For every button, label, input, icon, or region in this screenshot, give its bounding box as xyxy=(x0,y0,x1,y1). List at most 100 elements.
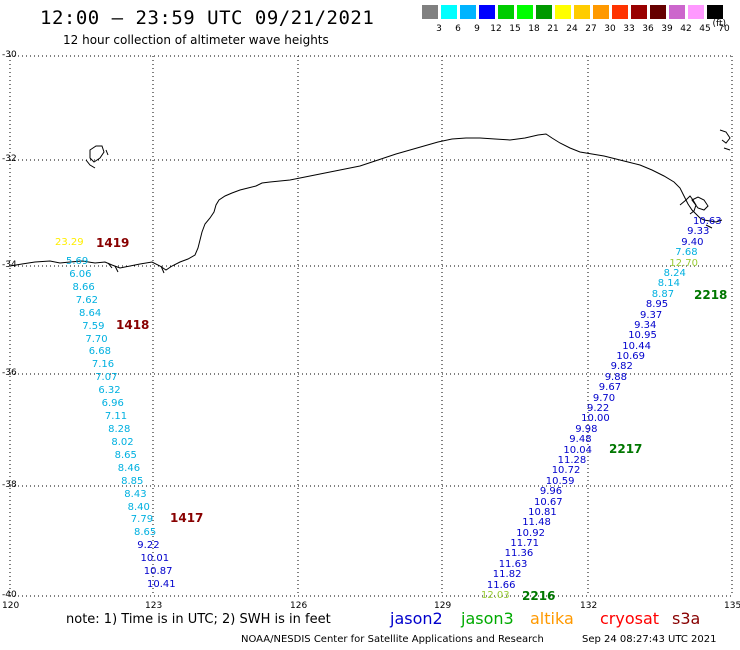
scale-label: 9 xyxy=(474,24,480,34)
wave-height-value: 10.63 xyxy=(693,216,722,227)
satellite-legend-jason2: jason2 xyxy=(390,609,443,628)
wave-height-value: 7.70 xyxy=(85,333,108,345)
wave-height-value: 8.64 xyxy=(79,307,102,319)
wave-height-value: 10.81 xyxy=(528,506,557,518)
wave-height-value: 11.71 xyxy=(510,538,540,550)
scale-swatch xyxy=(536,5,552,19)
wave-height-value: 10.95 xyxy=(628,330,657,342)
wave-height-value: 8.28 xyxy=(108,424,131,435)
scale-swatch xyxy=(707,5,723,19)
wave-height-value: 10.72 xyxy=(551,465,581,477)
wave-height-value: 11.63 xyxy=(498,558,528,570)
wave-height-value: 8.02 xyxy=(111,436,134,448)
wave-height-value: 11.36 xyxy=(504,548,534,560)
wave-height-value: 10.59 xyxy=(545,475,575,487)
scale-label: 15 xyxy=(509,24,521,34)
wave-height-value: 10.41 xyxy=(147,579,176,590)
longitude-label: 135 xyxy=(724,601,740,611)
scale-swatch xyxy=(688,5,704,19)
wave-height-value: 9.40 xyxy=(681,236,704,248)
scale-label: 33 xyxy=(623,24,635,34)
longitude-label: 132 xyxy=(580,601,598,611)
wave-height-value: 9.96 xyxy=(539,486,563,498)
wave-height-value: 6.96 xyxy=(101,398,124,410)
credit-text: NOAA/NESDIS Center for Satellite Applica… xyxy=(241,634,544,645)
wave-height-value: 9.48 xyxy=(569,434,592,446)
wave-height-value: 7.79 xyxy=(130,514,154,526)
scale-label: 39 xyxy=(661,24,673,34)
scale-label: 36 xyxy=(642,24,654,34)
wave-height-value: 8.87 xyxy=(651,288,675,300)
pass-time-label: 1419 xyxy=(96,236,130,250)
scale-unit-label: (ft) xyxy=(712,19,726,29)
wave-height-value: 10.44 xyxy=(622,340,651,352)
scale-swatch xyxy=(479,5,495,19)
map-subtitle: 12 hour collection of altimeter wave hei… xyxy=(63,33,329,47)
wave-height-value: 7.11 xyxy=(104,411,128,422)
note-text: note: 1) Time is in UTC; 2) SWH is in fe… xyxy=(66,612,331,627)
wave-height-value: 8.43 xyxy=(124,488,147,500)
pass-time-label: 2216 xyxy=(522,589,556,603)
wave-height-value: 9.33 xyxy=(687,226,710,238)
wave-height-value: 7.59 xyxy=(82,320,105,332)
scale-label: 27 xyxy=(585,24,597,34)
wave-height-value: 11.66 xyxy=(486,579,516,591)
pass-time-label: 1417 xyxy=(170,511,204,525)
wave-height-value: 6.32 xyxy=(98,385,121,397)
wave-height-value: 9.98 xyxy=(575,423,598,435)
wave-height-value: 8.14 xyxy=(657,278,680,290)
coastline-islands xyxy=(85,129,731,229)
wave-height-value: 9.67 xyxy=(598,382,622,394)
wave-height-value: 10.67 xyxy=(534,496,563,508)
scale-swatch xyxy=(593,5,609,19)
scale-swatch xyxy=(441,5,457,19)
wave-height-value: 8.46 xyxy=(117,462,141,474)
wave-height-value: 10.04 xyxy=(563,444,593,456)
wave-height-value: 7.68 xyxy=(675,247,698,259)
longitude-label: 126 xyxy=(290,601,308,611)
scale-label: 12 xyxy=(490,24,502,34)
wave-height-value: 9.34 xyxy=(634,319,657,331)
latitude-label: -36 xyxy=(2,368,17,378)
scale-label: 6 xyxy=(455,24,461,34)
wave-height-value: 23.29 xyxy=(55,237,84,248)
scale-label: 24 xyxy=(566,24,578,34)
scale-swatch xyxy=(650,5,666,19)
wave-height-value: 8.40 xyxy=(127,501,150,513)
wave-height-value: 10.92 xyxy=(516,527,545,539)
satellite-legend-altika: altika xyxy=(530,609,574,628)
wave-height-value: 7.07 xyxy=(95,372,118,384)
longitude-label: 129 xyxy=(434,601,452,611)
scale-label: 21 xyxy=(547,24,559,34)
wave-height-value: 7.62 xyxy=(75,294,98,306)
wave-height-value: 8.24 xyxy=(663,267,686,279)
latitude-label: -38 xyxy=(2,480,17,490)
wave-height-value: 9.88 xyxy=(604,371,627,383)
latitude-label: -32 xyxy=(2,154,17,164)
wave-height-value: 10.01 xyxy=(140,553,170,565)
scale-label: 45 xyxy=(699,24,711,34)
scale-swatch xyxy=(498,5,514,19)
wave-height-value: 9.82 xyxy=(610,361,633,373)
longitude-label: 123 xyxy=(145,601,163,611)
wave-height-value: 7.16 xyxy=(91,359,115,371)
wave-height-value: 6.06 xyxy=(69,268,92,280)
wave-height-value: 12.03 xyxy=(481,590,510,601)
wave-height-value: 10.69 xyxy=(616,351,646,363)
wave-height-value: 10.87 xyxy=(143,566,173,578)
scale-swatch xyxy=(631,5,647,19)
latitude-label: -40 xyxy=(2,590,17,600)
scale-label: 42 xyxy=(680,24,692,34)
wave-height-value: 8.66 xyxy=(72,281,95,293)
latitude-label: -30 xyxy=(2,50,17,60)
scale-label: 70 xyxy=(718,24,730,34)
wave-height-value: 10.00 xyxy=(581,413,610,425)
latitude-label: -34 xyxy=(2,260,17,270)
scale-swatch xyxy=(612,5,628,19)
scale-swatch xyxy=(669,5,685,19)
wave-height-value: 8.95 xyxy=(645,299,669,311)
pass-time-label: 2217 xyxy=(609,442,643,456)
scale-swatch xyxy=(460,5,476,19)
wave-height-value: 6.68 xyxy=(88,346,111,358)
